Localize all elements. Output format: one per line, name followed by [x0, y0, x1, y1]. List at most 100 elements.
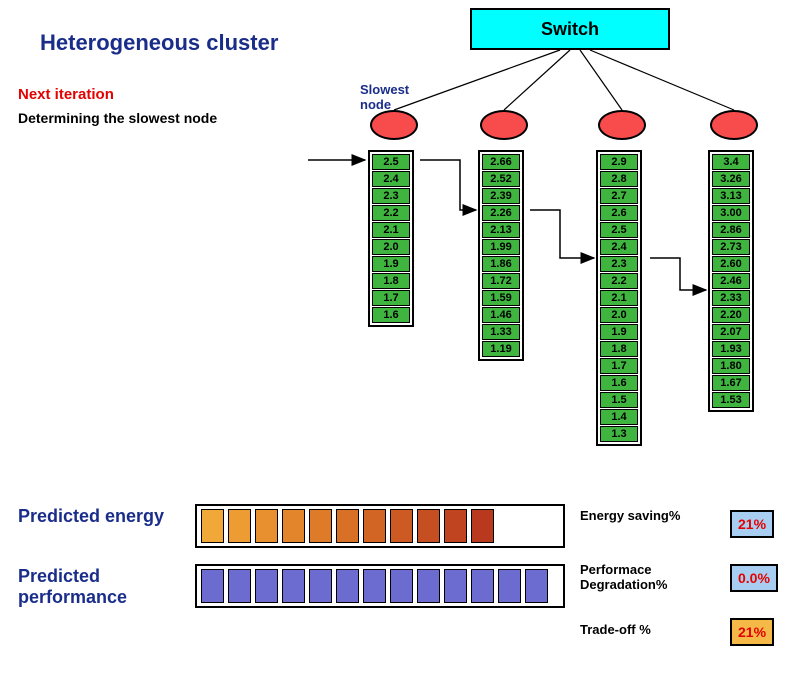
freq-cell: 1.4	[600, 409, 638, 425]
freq-cell: 2.33	[712, 290, 750, 306]
freq-cell: 3.13	[712, 188, 750, 204]
node-ellipse	[480, 110, 528, 140]
bar-segment	[363, 569, 386, 603]
freq-cell: 2.3	[600, 256, 638, 272]
bar-segment	[255, 569, 278, 603]
freq-cell: 1.67	[712, 375, 750, 391]
bar-segment	[498, 569, 521, 603]
freq-cell: 1.5	[600, 392, 638, 408]
freq-cell: 2.39	[482, 188, 520, 204]
freq-cell: 2.46	[712, 273, 750, 289]
bar-segment	[201, 569, 224, 603]
freq-cell: 2.1	[600, 290, 638, 306]
freq-cell: 3.4	[712, 154, 750, 170]
freq-cell: 2.7	[600, 188, 638, 204]
page-title: Heterogeneous cluster	[40, 30, 278, 56]
freq-column: 2.52.42.32.22.12.01.91.81.71.6	[368, 150, 414, 327]
metric-value: 0.0%	[730, 564, 778, 592]
bar-segment	[444, 509, 467, 543]
freq-cell: 1.9	[600, 324, 638, 340]
freq-cell: 2.07	[712, 324, 750, 340]
bar-segment	[390, 509, 413, 543]
freq-cell: 2.13	[482, 222, 520, 238]
freq-cell: 2.5	[372, 154, 410, 170]
freq-cell: 2.26	[482, 205, 520, 221]
freq-cell: 1.8	[372, 273, 410, 289]
bar-segment	[228, 569, 251, 603]
switch-label: Switch	[541, 19, 599, 40]
bar-segment	[444, 569, 467, 603]
freq-cell: 1.72	[482, 273, 520, 289]
predicted-energy-label: Predicted energy	[18, 506, 178, 527]
freq-cell: 2.52	[482, 171, 520, 187]
bar-segment	[417, 569, 440, 603]
freq-cell: 1.53	[712, 392, 750, 408]
metric-label: Energy saving%	[580, 508, 720, 523]
freq-cell: 1.93	[712, 341, 750, 357]
slowest-node-label: Slowest node	[360, 82, 409, 112]
metric-label: Trade-off %	[580, 622, 720, 637]
bar-segment	[255, 509, 278, 543]
freq-cell: 2.1	[372, 222, 410, 238]
determining-label: Determining the slowest node	[18, 110, 217, 126]
freq-cell: 1.99	[482, 239, 520, 255]
bar-segment	[309, 569, 332, 603]
freq-cell: 2.4	[600, 239, 638, 255]
freq-cell: 2.6	[600, 205, 638, 221]
freq-cell: 2.73	[712, 239, 750, 255]
freq-cell: 2.5	[600, 222, 638, 238]
bar-segment	[282, 509, 305, 543]
freq-cell: 1.7	[600, 358, 638, 374]
freq-cell: 2.66	[482, 154, 520, 170]
next-iteration-label: Next iteration	[18, 86, 114, 103]
freq-cell: 2.8	[600, 171, 638, 187]
freq-cell: 3.00	[712, 205, 750, 221]
predicted-performance-bar	[195, 564, 565, 608]
freq-column: 3.43.263.133.002.862.732.602.462.332.202…	[708, 150, 754, 412]
bar-segment	[336, 509, 359, 543]
bar-segment	[471, 569, 494, 603]
freq-cell: 1.80	[712, 358, 750, 374]
freq-cell: 1.86	[482, 256, 520, 272]
bar-segment	[417, 509, 440, 543]
freq-cell: 2.4	[372, 171, 410, 187]
freq-cell: 1.59	[482, 290, 520, 306]
freq-column: 2.662.522.392.262.131.991.861.721.591.46…	[478, 150, 524, 361]
bar-segment	[471, 509, 494, 543]
freq-cell: 1.8	[600, 341, 638, 357]
bar-segment	[309, 509, 332, 543]
freq-cell: 1.3	[600, 426, 638, 442]
bar-segment	[282, 569, 305, 603]
metric-label: Performace Degradation%	[580, 562, 720, 592]
freq-cell: 1.6	[600, 375, 638, 391]
bar-segment	[201, 509, 224, 543]
freq-cell: 2.86	[712, 222, 750, 238]
bar-segment	[336, 569, 359, 603]
metric-value: 21%	[730, 618, 774, 646]
freq-cell: 1.9	[372, 256, 410, 272]
freq-cell: 3.26	[712, 171, 750, 187]
metric-value: 21%	[730, 510, 774, 538]
freq-column: 2.92.82.72.62.52.42.32.22.12.01.91.81.71…	[596, 150, 642, 446]
freq-cell: 1.6	[372, 307, 410, 323]
bar-segment	[525, 569, 548, 603]
freq-cell: 2.2	[600, 273, 638, 289]
freq-cell: 2.3	[372, 188, 410, 204]
predicted-energy-bar	[195, 504, 565, 548]
freq-cell: 2.60	[712, 256, 750, 272]
node-ellipse	[370, 110, 418, 140]
predicted-performance-label: Predicted performance	[18, 566, 188, 608]
bar-segment	[363, 509, 386, 543]
bar-segment	[228, 509, 251, 543]
freq-cell: 1.33	[482, 324, 520, 340]
node-ellipse	[598, 110, 646, 140]
freq-cell: 2.2	[372, 205, 410, 221]
freq-cell: 2.20	[712, 307, 750, 323]
freq-cell: 1.19	[482, 341, 520, 357]
freq-cell: 1.7	[372, 290, 410, 306]
node-ellipse	[710, 110, 758, 140]
switch-box: Switch	[470, 8, 670, 50]
freq-cell: 2.0	[372, 239, 410, 255]
freq-cell: 1.46	[482, 307, 520, 323]
freq-cell: 2.0	[600, 307, 638, 323]
